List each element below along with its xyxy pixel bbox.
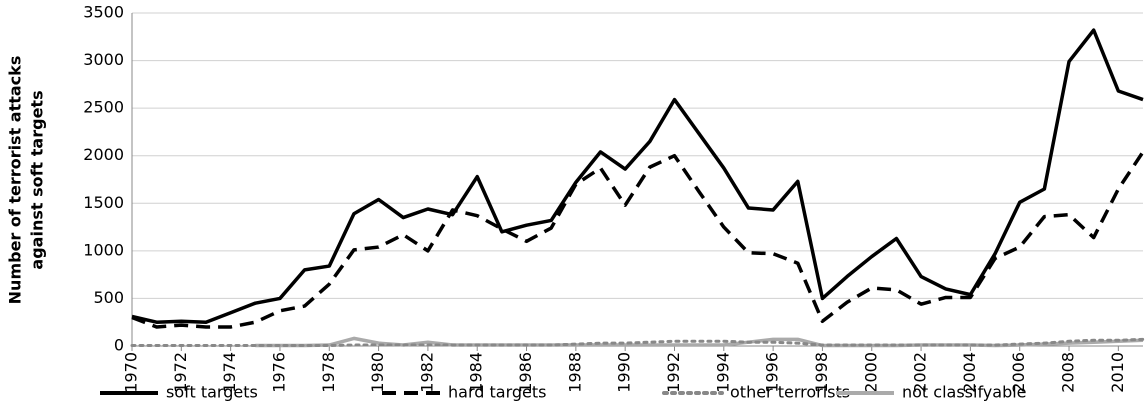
legend-label: soft targets [166,383,258,402]
y-axis-label: against soft targets [28,90,47,269]
x-tick-label: 2010 [1108,352,1127,393]
x-tick-label: 1996 [763,352,782,393]
x-tick-label: 1976 [269,352,288,393]
y-axis-label: Number of terrorist attacks [6,56,25,305]
x-tick-label: 1984 [467,352,486,393]
x-tick-label: 1972 [171,352,190,393]
y-tick-label: 1000 [83,240,124,259]
x-tick-label: 1994 [713,352,732,393]
y-tick-label: 2500 [83,98,124,117]
series-line [131,28,1144,324]
y-tick-label: 500 [93,288,124,307]
series-line [131,150,1145,329]
x-tick-label: 1978 [319,352,338,393]
x-tick-label: 2004 [960,352,979,393]
y-tick-label: 2000 [83,145,124,164]
y-tick-label: 1500 [83,193,124,212]
x-tick-label: 1990 [615,352,634,393]
legend-label: not classifyable [902,383,1027,402]
x-tick-label: 2006 [1009,352,1028,393]
x-tick-label: 1970 [122,352,141,393]
series-line [130,337,1145,348]
x-tick-label: 2008 [1059,352,1078,393]
legend-label: hard targets [448,383,546,402]
x-tick-label: 2000 [861,352,880,393]
x-tick-label: 2002 [911,352,930,393]
x-tick-label: 1988 [565,352,584,393]
x-tick-label: 1980 [368,352,387,393]
legend-label: other terrorists [730,383,850,402]
y-tick-label: 3500 [83,3,124,22]
y-tick-label: 3000 [83,50,124,69]
x-tick-label: 1986 [516,352,535,393]
x-tick-label: 1992 [664,352,683,393]
x-tick-label: 1998 [812,352,831,393]
y-tick-label: 0 [114,336,124,355]
x-tick-label: 1982 [417,352,436,393]
x-tick-label: 1974 [220,352,239,393]
